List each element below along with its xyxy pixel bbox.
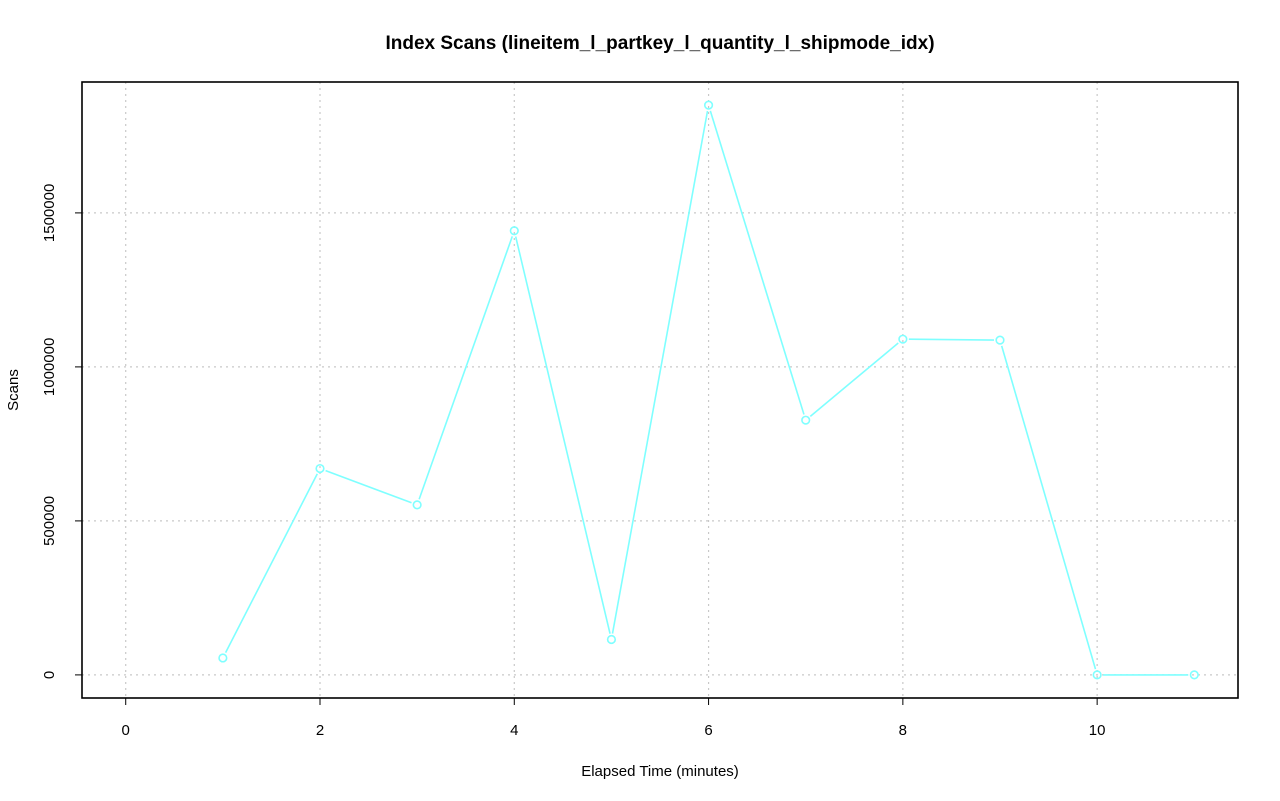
plot-frame <box>81 81 1239 699</box>
data-point <box>412 500 422 510</box>
x-tick-label: 10 <box>1089 722 1106 739</box>
series-segment <box>418 236 514 500</box>
y-axis-label: Scans <box>5 369 22 411</box>
data-point <box>509 226 519 236</box>
data-point <box>1189 670 1199 680</box>
y-axis: 0 500000 1000000 1500000 <box>41 184 82 679</box>
x-tick-label: 2 <box>316 722 324 739</box>
y-tick-label: 0 <box>41 671 58 679</box>
series-segment <box>1000 345 1097 670</box>
x-tick-label: 6 <box>704 722 712 739</box>
y-tick-label: 1000000 <box>41 338 58 396</box>
x-tick-label: 4 <box>510 722 518 739</box>
data-point <box>1092 670 1102 680</box>
y-tick-label: 1500000 <box>41 184 58 242</box>
series-segment <box>611 110 709 634</box>
data-point <box>218 653 228 663</box>
data-point <box>315 463 325 474</box>
series-segment <box>908 338 995 341</box>
data-point <box>995 335 1005 345</box>
x-axis: 0 2 4 6 8 10 <box>122 698 1106 739</box>
x-tick-label: 8 <box>899 722 907 739</box>
data-point <box>898 334 908 344</box>
series <box>218 100 1199 680</box>
data-point <box>703 100 714 110</box>
series-segment <box>325 469 412 504</box>
series-layer <box>218 100 1199 680</box>
series-segment <box>709 110 805 415</box>
y-tick-label: 500000 <box>41 496 58 546</box>
data-point <box>801 415 811 425</box>
series-segment <box>514 236 611 634</box>
series-segment <box>809 342 899 417</box>
x-tick-label: 0 <box>122 722 130 739</box>
chart-title: Index Scans (lineitem_l_partkey_l_quanti… <box>385 33 934 54</box>
data-point <box>606 634 617 645</box>
grid <box>82 82 1238 698</box>
series-segment <box>224 473 318 653</box>
x-axis-label: Elapsed Time (minutes) <box>581 763 739 780</box>
